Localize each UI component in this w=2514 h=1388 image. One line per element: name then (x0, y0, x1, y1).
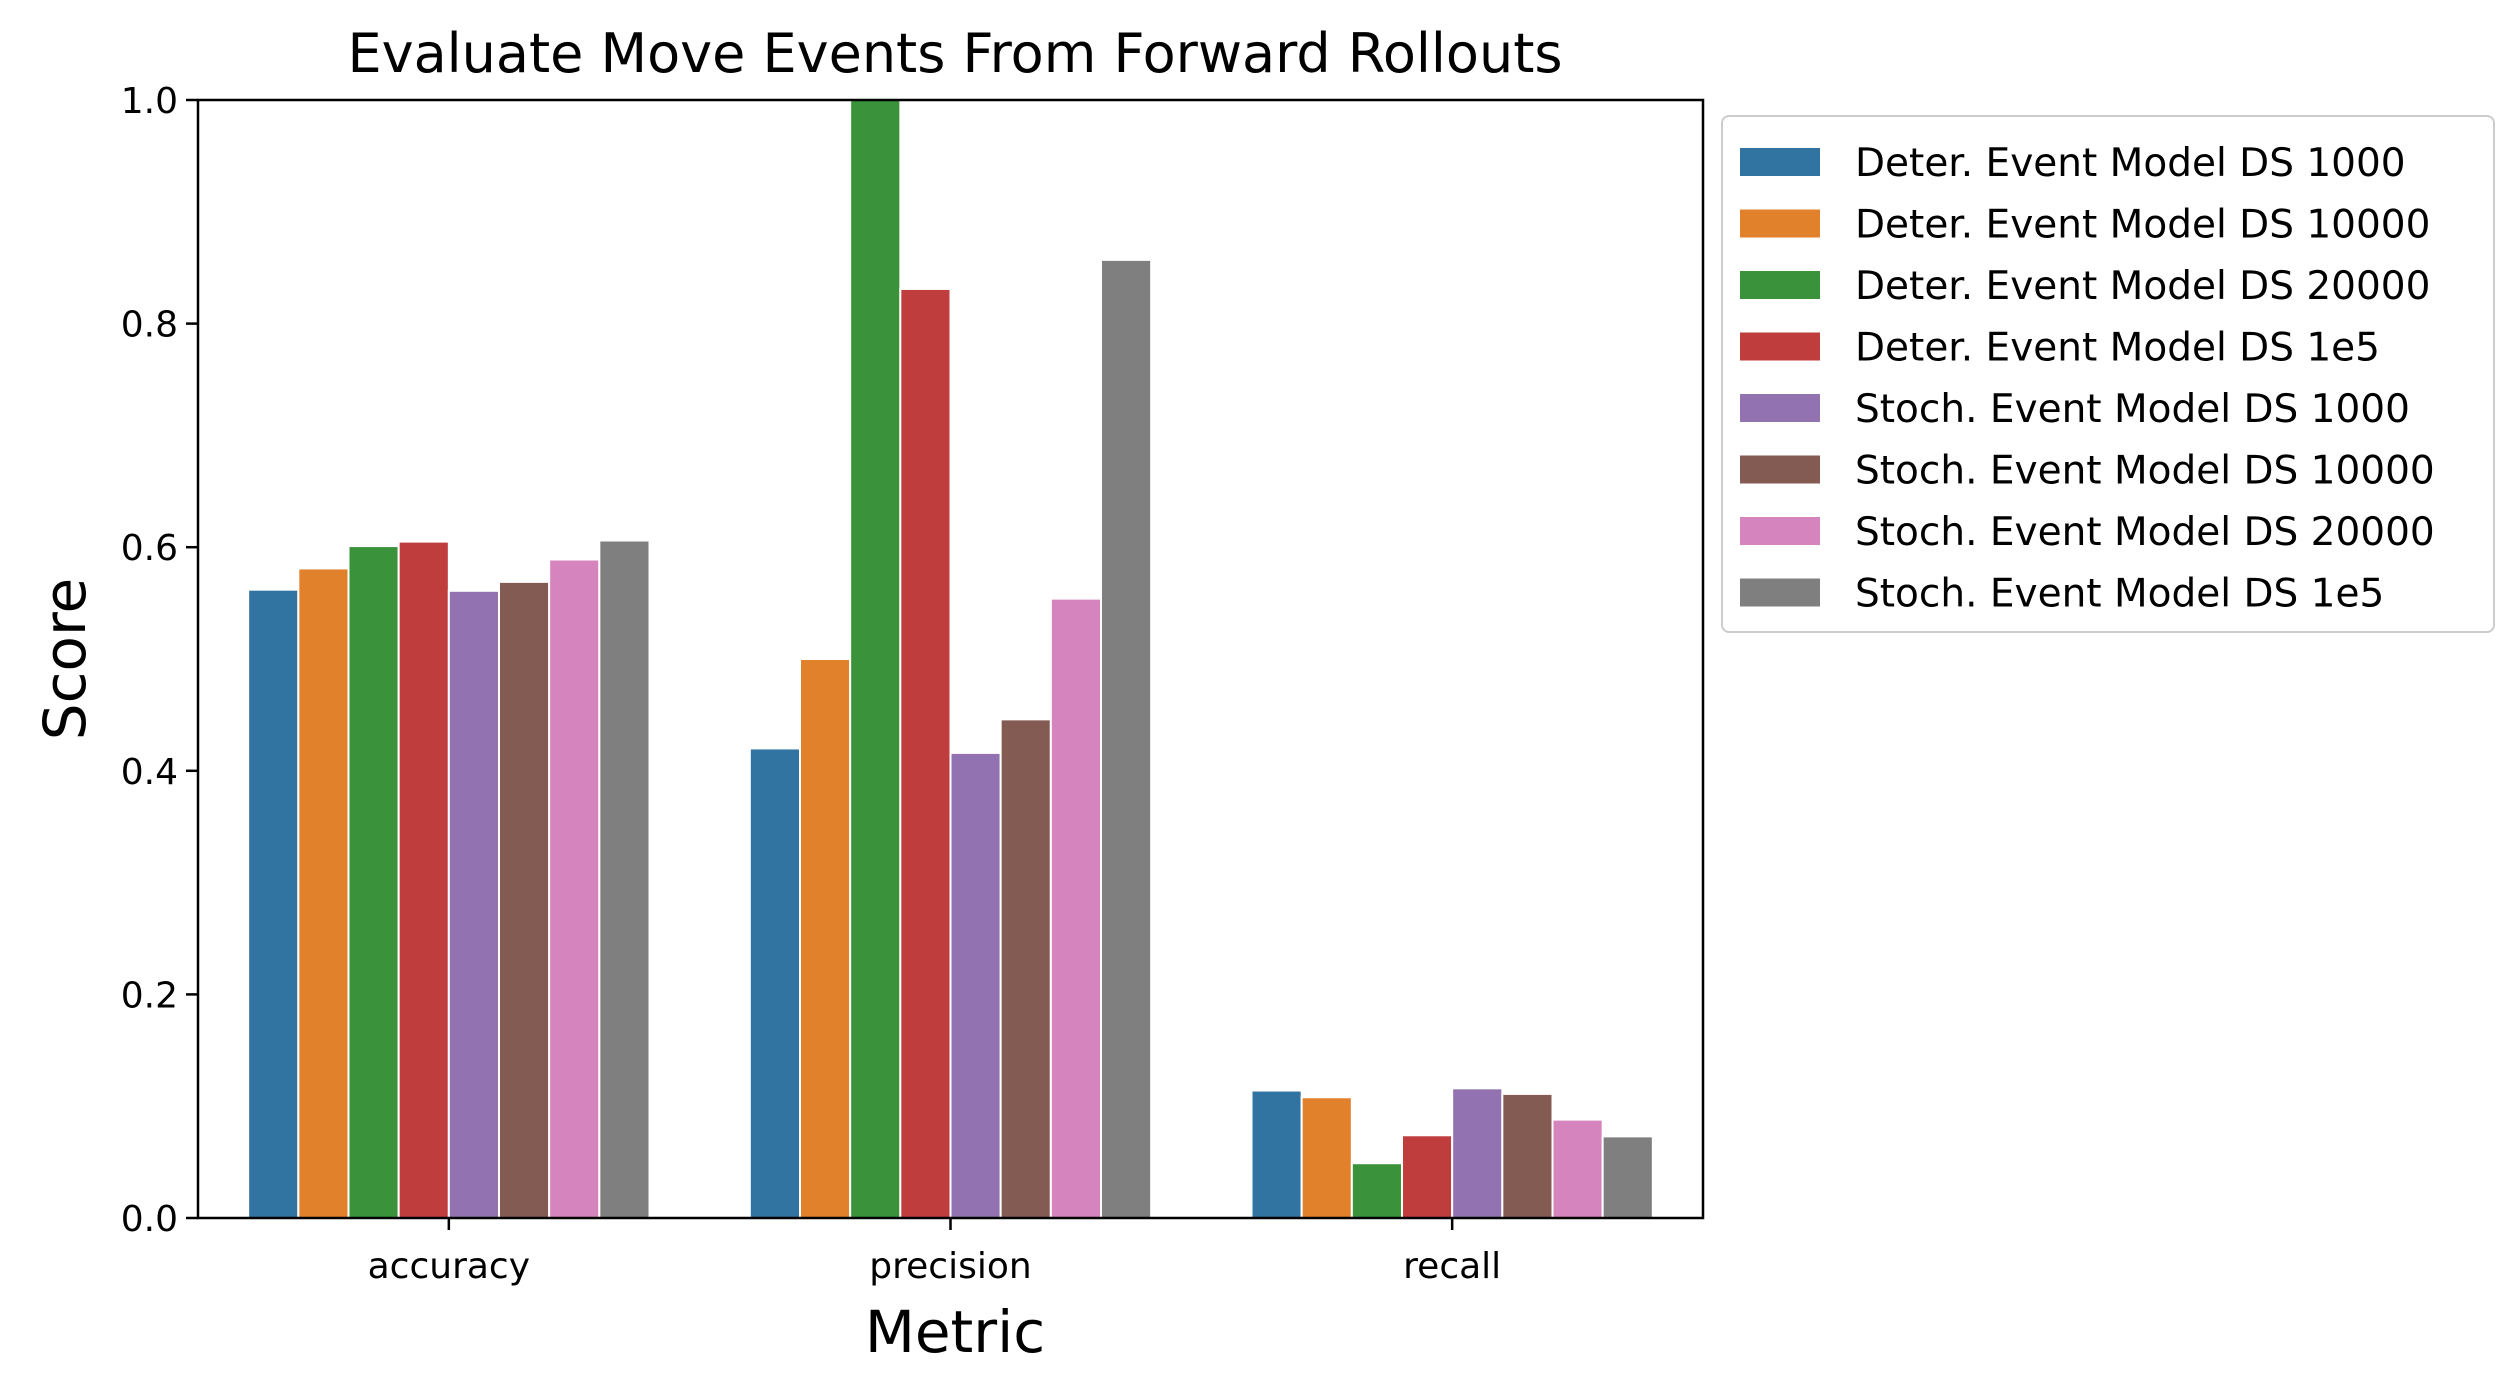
bar-accuracy-series-5 (447, 589, 501, 1219)
y-tick-label: 1.0 (121, 81, 178, 122)
bar-accuracy-series-4 (397, 540, 450, 1219)
bar-precision-series-8 (1100, 258, 1153, 1219)
legend-swatch (1740, 578, 1820, 607)
bar-recall-series-1 (1250, 1089, 1303, 1219)
legend-entry-label: Stoch. Event Model DS 1000 (1855, 387, 2410, 432)
legend-swatch (1740, 455, 1820, 484)
bars-group (247, 99, 1654, 1220)
y-tick-label: 0.8 (121, 305, 178, 346)
bar-recall-series-5 (1451, 1087, 1504, 1220)
bar-precision-series-4 (899, 287, 952, 1219)
chart-title: Evaluate Move Events From Forward Rollou… (348, 22, 1563, 85)
y-axis: 0.0 0.2 0.4 0.6 0.8 1.0 (121, 81, 198, 1240)
bar-accuracy-series-2 (297, 567, 350, 1219)
legend-entry-label: Stoch. Event Model DS 10000 (1855, 449, 2435, 494)
legend-swatch (1740, 271, 1820, 299)
legend-entry-label: Deter. Event Model DS 1e5 (1855, 326, 2380, 371)
y-axis-label: Score (31, 578, 99, 740)
x-tick-label-recall: recall (1403, 1246, 1501, 1287)
x-axis-label: Metric (865, 1298, 1045, 1366)
bar-recall-series-4 (1401, 1134, 1454, 1219)
bar-precision-series-2 (799, 658, 852, 1219)
bar-accuracy-series-3 (347, 545, 400, 1219)
legend-entry-label: Deter. Event Model DS 20000 (1855, 264, 2430, 309)
bar-precision-series-5 (949, 751, 1002, 1219)
legend-swatch (1740, 517, 1820, 545)
bar-accuracy-series-7 (548, 558, 601, 1219)
x-tick-label-accuracy: accuracy (368, 1246, 530, 1287)
legend-swatch (1740, 332, 1820, 361)
legend: Deter. Event Model DS 1000 Deter. Event M… (1721, 115, 2495, 633)
x-tick-label-precision: precision (869, 1246, 1031, 1287)
legend-swatch (1740, 148, 1820, 176)
legend-entry-label: Stoch. Event Model DS 20000 (1855, 510, 2435, 555)
bar-accuracy-series-6 (498, 580, 551, 1219)
bar-recall-series-8 (1601, 1135, 1654, 1219)
bar-accuracy-series-8 (598, 539, 651, 1219)
x-axis: accuracy precision recall (368, 1218, 1501, 1287)
bar-recall-series-6 (1501, 1092, 1554, 1219)
bar-accuracy-series-1 (247, 588, 300, 1219)
y-tick-label: 0.6 (121, 528, 178, 569)
legend-entry-label: Deter. Event Model DS 10000 (1855, 203, 2430, 248)
legend-entry-label: Deter. Event Model DS 1000 (1855, 141, 2406, 186)
bar-precision-series-7 (1049, 597, 1103, 1219)
y-tick-label: 0.2 (121, 975, 178, 1016)
bar-recall-series-3 (1350, 1162, 1404, 1220)
bar-precision-series-3 (849, 99, 902, 1219)
bar-precision-series-1 (748, 747, 801, 1219)
bar-recall-series-2 (1300, 1096, 1353, 1219)
y-tick-label: 0.0 (121, 1199, 178, 1240)
legend-swatch (1740, 394, 1820, 422)
bar-recall-series-7 (1551, 1118, 1604, 1219)
legend-entry-label: Stoch. Event Model DS 1e5 (1855, 572, 2384, 617)
legend-swatch (1740, 209, 1820, 238)
legend-box (1721, 115, 2495, 633)
bar-precision-series-6 (999, 718, 1052, 1219)
y-tick-label: 0.4 (121, 752, 178, 793)
